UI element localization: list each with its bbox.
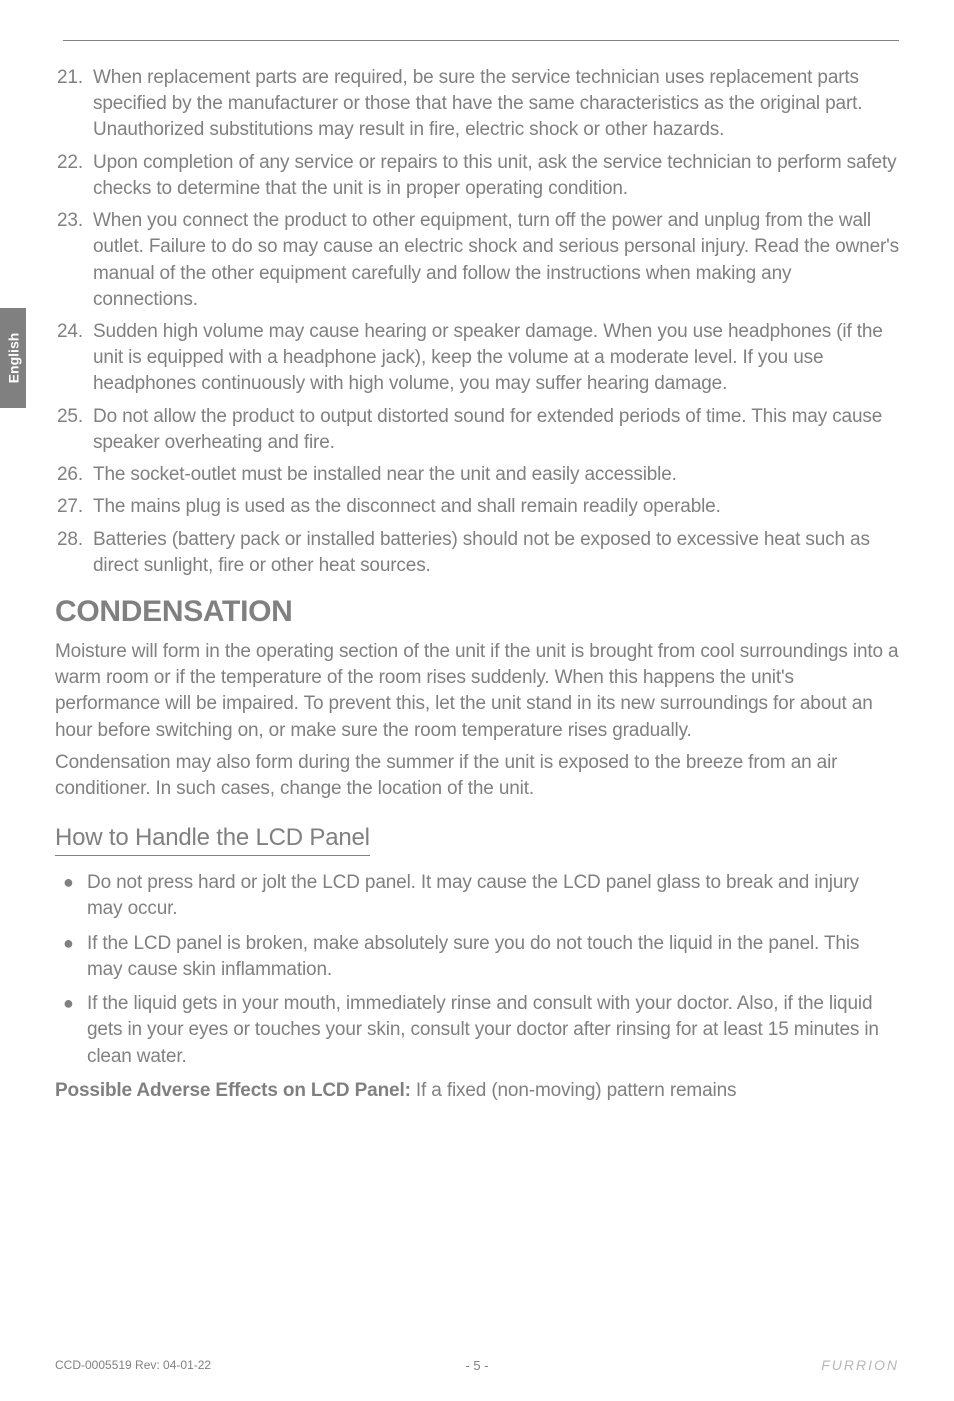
bold-lead: Possible Adverse Effects on LCD Panel: [55, 1080, 416, 1101]
subheading: How to Handle the LCD Panel [55, 824, 370, 856]
list-item: 25.Do not allow the product to output di… [55, 404, 899, 456]
section-heading: CONDENSATION [55, 595, 899, 629]
top-rule [63, 40, 899, 41]
list-item: 23.When you connect the product to other… [55, 208, 899, 313]
item-number: 23. [55, 208, 93, 313]
body-paragraph: Moisture will form in the operating sect… [55, 639, 899, 744]
bold-rest: If a fixed (non-moving) pattern remains [416, 1080, 736, 1101]
item-text: The mains plug is used as the disconnect… [93, 494, 899, 520]
item-number: 21. [55, 65, 93, 144]
item-text: If the liquid gets in your mouth, immedi… [87, 991, 899, 1070]
item-text: Batteries (battery pack or installed bat… [93, 527, 899, 579]
list-item: 21.When replacement parts are required, … [55, 65, 899, 144]
language-tab-label: English [5, 333, 21, 384]
language-tab: English [0, 308, 26, 408]
list-item: 22.Upon completion of any service or rep… [55, 150, 899, 202]
list-item: 27.The mains plug is used as the disconn… [55, 494, 899, 520]
page-footer: CCD-0005519 Rev: 04-01-22 - 5 - FURRION [55, 1357, 899, 1373]
body-paragraph: Condensation may also form during the su… [55, 750, 899, 802]
list-item: ●If the liquid gets in your mouth, immed… [55, 991, 899, 1070]
list-item: ●If the LCD panel is broken, make absolu… [55, 931, 899, 983]
document-page: English 21.When replacement parts are re… [0, 0, 954, 1401]
list-item: 24.Sudden high volume may cause hearing … [55, 319, 899, 398]
item-number: 24. [55, 319, 93, 398]
item-number: 26. [55, 462, 93, 488]
item-text: The socket-outlet must be installed near… [93, 462, 899, 488]
item-text: Upon completion of any service or repair… [93, 150, 899, 202]
item-number: 27. [55, 494, 93, 520]
bullet-icon: ● [55, 991, 87, 1070]
list-item: 26.The socket-outlet must be installed n… [55, 462, 899, 488]
item-number: 22. [55, 150, 93, 202]
list-item: 28.Batteries (battery pack or installed … [55, 527, 899, 579]
item-number: 25. [55, 404, 93, 456]
bullet-icon: ● [55, 931, 87, 983]
bullet-icon: ● [55, 870, 87, 922]
item-text: If the LCD panel is broken, make absolut… [87, 931, 899, 983]
item-text: When replacement parts are required, be … [93, 65, 899, 144]
list-item: ●Do not press hard or jolt the LCD panel… [55, 870, 899, 922]
item-text: Sudden high volume may cause hearing or … [93, 319, 899, 398]
bold-lead-paragraph: Possible Adverse Effects on LCD Panel: I… [55, 1078, 899, 1104]
item-text: Do not press hard or jolt the LCD panel.… [87, 870, 899, 922]
numbered-list: 21.When replacement parts are required, … [55, 65, 899, 579]
item-text: Do not allow the product to output disto… [93, 404, 899, 456]
item-text: When you connect the product to other eq… [93, 208, 899, 313]
bullet-list: ●Do not press hard or jolt the LCD panel… [55, 870, 899, 1070]
footer-page-number: - 5 - [55, 1358, 899, 1373]
item-number: 28. [55, 527, 93, 579]
